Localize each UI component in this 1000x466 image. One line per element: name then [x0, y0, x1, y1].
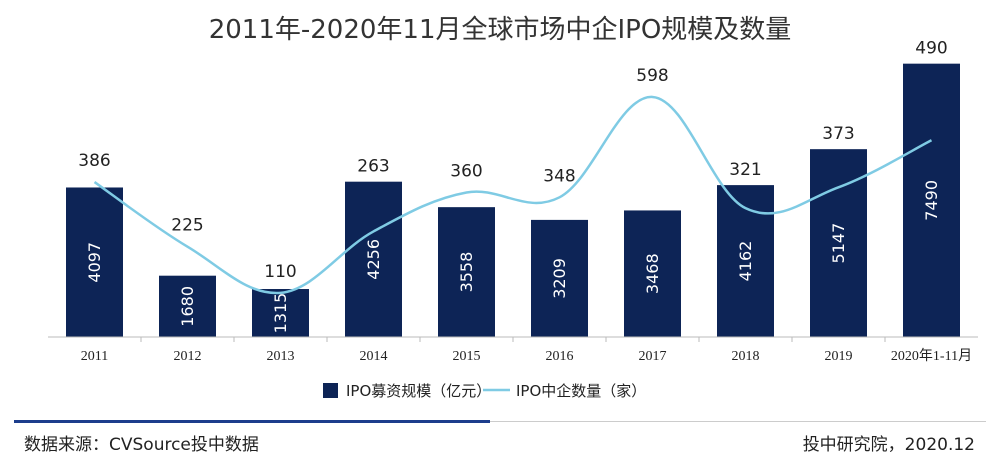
count-value-label: 348 — [543, 166, 575, 186]
credit-note: 投中研究院，2020.12 — [803, 435, 975, 455]
legend-bar-swatch — [323, 383, 338, 398]
count-value-label: 321 — [729, 160, 761, 180]
x-tick-label: 2013 — [267, 349, 295, 364]
bar — [345, 181, 402, 337]
x-tick-label: 2020年1-11月 — [891, 348, 972, 364]
source-note: 数据来源：CVSource投中数据 — [24, 435, 259, 455]
x-tick-label: 2016 — [546, 349, 574, 364]
bar-value-label: 5147 — [829, 223, 848, 264]
bar-value-label: 3468 — [643, 253, 662, 294]
bar-value-label: 1315 — [271, 293, 290, 334]
count-value-label: 490 — [915, 39, 947, 59]
bar — [903, 63, 960, 337]
bar-value-label: 4097 — [85, 242, 104, 283]
x-tick-label: 2012 — [174, 349, 202, 364]
bar-value-label: 4162 — [736, 241, 755, 282]
legend-bar-label: IPO募资规模（亿元） — [346, 382, 491, 400]
bar-value-label: 4256 — [364, 239, 383, 280]
bar — [252, 289, 309, 337]
line-layer — [93, 95, 933, 295]
footer-rule — [14, 420, 490, 423]
legend-line-label: IPO中企数量（家） — [516, 382, 646, 400]
bar — [66, 187, 123, 337]
bar-value-label: 3209 — [550, 258, 569, 299]
count-value-label: 598 — [636, 66, 668, 86]
bar — [717, 185, 774, 337]
labels-layer: 4097 1680 1315 4256 3558 3209 3468 4162 5147 7490… — [78, 39, 947, 334]
bar — [531, 219, 588, 337]
count-value-label: 110 — [264, 262, 296, 282]
count-value-label: 225 — [171, 216, 203, 236]
x-tick-label: 2019 — [825, 349, 853, 364]
x-tick-label: 2011 — [81, 349, 108, 364]
x-axis-ticks: 2011 2012 2013 2014 2015 2016 2017 2018 2019 2020… — [81, 337, 972, 364]
bars-layer — [66, 63, 960, 337]
count-value-label: 263 — [357, 157, 389, 177]
x-tick-label: 2014 — [360, 349, 388, 364]
bar-value-label: 3558 — [457, 252, 476, 293]
bar-value-label: 1680 — [178, 286, 197, 327]
x-tick-label: 2018 — [732, 349, 760, 364]
count-series-line — [93, 95, 933, 295]
x-tick-label: 2017 — [639, 349, 667, 364]
bar — [438, 207, 495, 337]
count-value-label: 360 — [450, 161, 482, 181]
x-tick-label: 2015 — [453, 349, 481, 364]
count-value-label: 386 — [78, 151, 110, 171]
legend: IPO募资规模（亿元） IPO中企数量（家） — [323, 382, 646, 400]
count-value-label: 373 — [822, 124, 854, 144]
bar — [159, 275, 216, 337]
chart-title: 2011年-2020年11月全球市场中企IPO规模及数量 — [209, 15, 792, 45]
bar-value-label: 7490 — [922, 180, 941, 221]
bar — [624, 210, 681, 337]
